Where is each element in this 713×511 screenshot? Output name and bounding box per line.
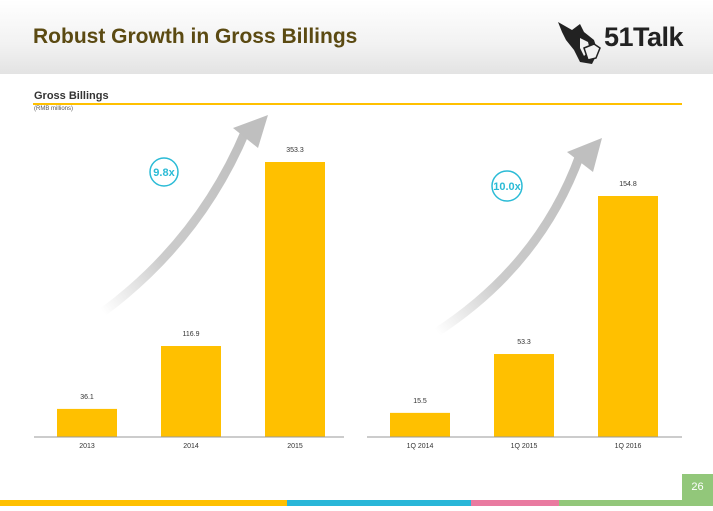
category-label-0-2: 2015 [287,443,303,450]
growth-arrow-left-head [233,115,268,148]
category-label-1-2: 1Q 2016 [615,443,642,450]
data-label-0-2: 353.3 [286,147,304,154]
data-label-1-2: 154.8 [619,181,637,188]
footer-segment-green [559,500,713,506]
slide-header [0,0,713,74]
section-title: Gross Billings [34,90,109,102]
bar-0-1 [161,346,221,437]
footer-line [0,506,713,511]
footer-segment-blue [287,500,471,506]
section-subtitle: (RMB millions) [34,106,73,112]
bar-0-2 [265,162,325,437]
growth-badge-text-0: 9.8x [153,167,175,179]
page-number: 26 [682,474,713,501]
logo-text: 51Talk [604,22,684,52]
data-label-1-1: 53.3 [517,339,531,346]
data-label-1-0: 15.5 [413,398,427,405]
footer-color-bar [0,500,713,506]
slide-title: Robust Growth in Gross Billings [33,25,358,48]
fox-logo-icon [558,22,601,64]
growth-badge-circle-0 [149,157,179,187]
bar-1-0 [390,412,450,437]
growth-badge-circle-1 [491,170,523,202]
growth-arrow-right-head [567,138,602,172]
category-label-0-0: 2013 [79,443,95,450]
bar-1-2 [598,196,658,437]
growth-arrow-right [432,150,585,337]
bar-0-0 [57,408,117,437]
footer-segment-pink [471,500,559,506]
growth-badge-text-1: 10.0x [493,181,521,193]
data-label-0-1: 116.9 [183,331,200,338]
category-label-1-1: 1Q 2015 [511,443,538,450]
data-label-0-0: 36.1 [80,394,94,401]
footer-segment-yellow [0,500,287,506]
growth-arrow-left [98,125,251,317]
category-label-1-0: 1Q 2014 [407,443,434,450]
section-underline [33,103,682,105]
bar-1-1 [494,354,554,437]
category-label-0-1: 2014 [183,443,199,450]
